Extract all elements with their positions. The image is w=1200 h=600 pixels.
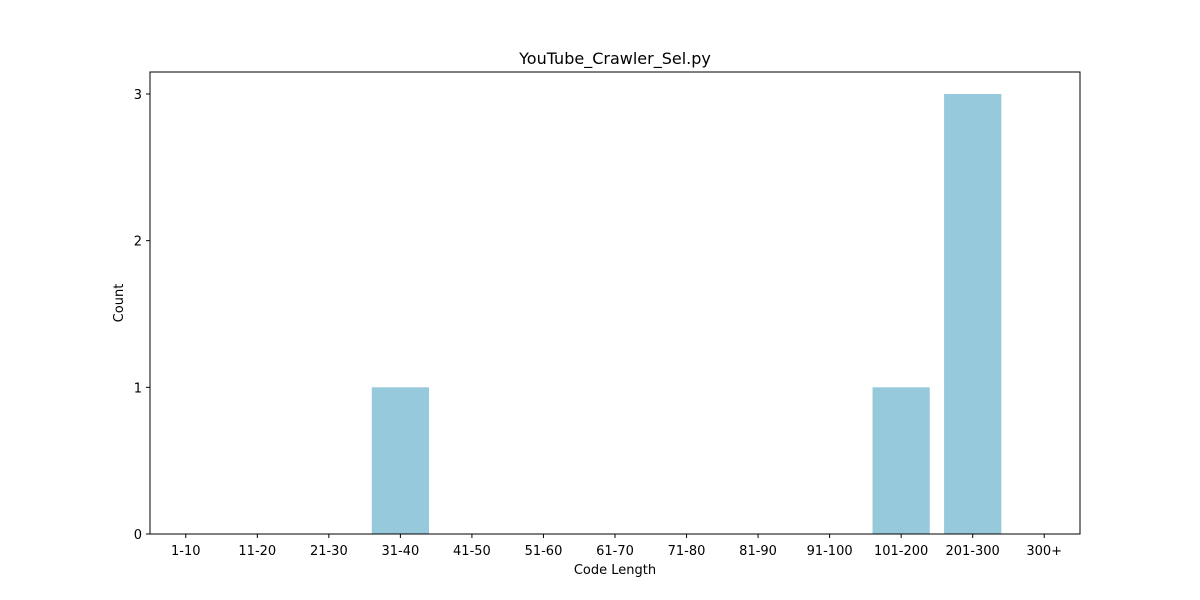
x-axis-label: Code Length	[574, 563, 656, 578]
y-tick-label: 0	[134, 528, 142, 543]
x-tick-label: 300+	[1026, 544, 1062, 559]
x-tick-label: 61-70	[596, 544, 634, 559]
bar-31-40	[371, 387, 429, 534]
x-tick-label: 1-10	[171, 544, 201, 559]
y-axis: 0 1 2 3	[134, 88, 150, 543]
y-tick-label: 3	[134, 88, 142, 103]
plot-frame	[149, 71, 1081, 535]
x-tick-label: 91-100	[807, 544, 853, 559]
x-tick-label: 51-60	[525, 544, 563, 559]
y-tick-label: 2	[134, 235, 142, 250]
y-tick-label: 1	[134, 381, 142, 396]
x-tick-label: 201-300	[946, 544, 1000, 559]
x-axis: 1-10 11-20 21-30 31-40 41-50 51-60 61-70 71-80 8…	[171, 534, 1062, 559]
y-axis-label: Count	[112, 284, 127, 323]
bar-101-200	[872, 387, 930, 534]
bars-layer	[371, 94, 1002, 534]
x-tick-label: 41-50	[453, 544, 491, 559]
x-tick-label: 31-40	[381, 544, 419, 559]
x-tick-label: 101-200	[874, 544, 928, 559]
x-tick-label: 21-30	[310, 544, 348, 559]
bar-201-300	[944, 94, 1002, 534]
chart-title: YouTube_Crawler_Sel.py	[518, 49, 711, 69]
x-tick-label: 81-90	[739, 544, 777, 559]
x-tick-label: 71-80	[668, 544, 706, 559]
x-tick-label: 11-20	[238, 544, 276, 559]
